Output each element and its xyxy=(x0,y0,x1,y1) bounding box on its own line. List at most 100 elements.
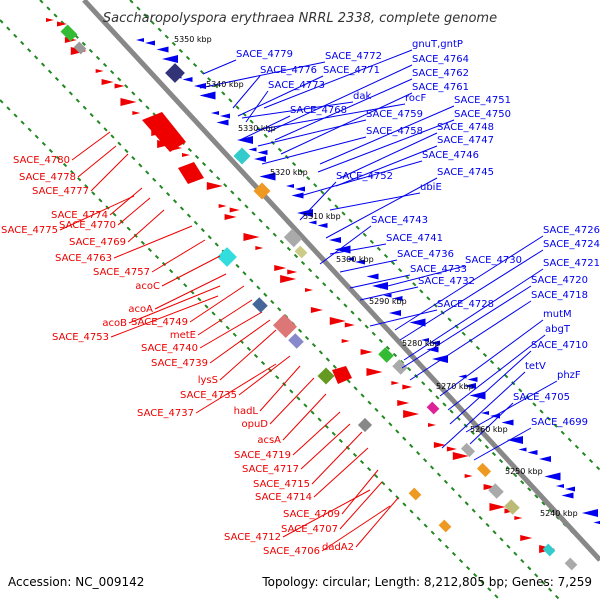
right-label-line xyxy=(237,75,324,117)
reverse-gene-arrow xyxy=(556,484,564,488)
gene-label-right: phzF xyxy=(557,370,581,381)
right-label-line xyxy=(232,75,261,109)
gene-label-left: SACE_4749 xyxy=(131,317,188,328)
right-label-line xyxy=(241,101,354,119)
reverse-gene-arrow xyxy=(291,192,304,199)
right-label-line xyxy=(399,249,544,341)
gene-label-left: SACE_4780 xyxy=(13,155,70,166)
forward-gene-arrow xyxy=(142,112,186,152)
left-label-line xyxy=(199,311,263,349)
right-label-line xyxy=(261,136,367,165)
reverse-gene-arrow xyxy=(389,310,401,316)
reverse-gene-arrow xyxy=(565,486,575,492)
kbp-tick-label: 5310 kbp xyxy=(303,212,341,221)
gene-block xyxy=(460,442,476,458)
reverse-gene-arrow xyxy=(409,318,426,327)
kbp-tick-label: 5300 kbp xyxy=(336,255,374,264)
gene-label-right: SACE_4776 xyxy=(260,65,317,76)
gene-label-right: gnuT,gntP xyxy=(412,39,463,50)
gene-block xyxy=(60,24,78,42)
reverse-gene-arrow xyxy=(355,259,365,265)
forward-gene-arrow xyxy=(402,384,413,390)
kbp-tick-label: 5320 kbp xyxy=(270,168,308,177)
left-label-line xyxy=(300,423,351,470)
kbp-tick-label: 5350 kbp xyxy=(174,35,212,44)
reverse-gene-arrow xyxy=(392,296,403,301)
forward-gene-arrow xyxy=(274,265,287,271)
gene-label-right: SACE_4705 xyxy=(513,392,570,403)
gene-label-left: SACE_4735 xyxy=(180,390,237,401)
forward-gene-arrow xyxy=(310,307,323,313)
right-label-line xyxy=(329,243,387,255)
gene-label-left: SACE_4740 xyxy=(141,343,198,354)
forward-gene-arrow xyxy=(344,322,355,328)
left-label-line xyxy=(71,131,111,161)
gene-block xyxy=(357,417,373,433)
gene-label-left: SACE_4719 xyxy=(234,450,291,461)
reverse-gene-arrow xyxy=(518,447,527,452)
forward-gene-arrow xyxy=(255,246,264,250)
right-label-line xyxy=(317,119,455,173)
gene-block xyxy=(253,182,271,200)
right-label-line xyxy=(403,268,544,361)
left-label-line xyxy=(341,469,379,515)
left-label-line xyxy=(127,209,165,243)
gene-label-right: SACE_4768 xyxy=(290,105,347,116)
right-label-line xyxy=(409,300,532,381)
gene-label-left: SACE_4770 xyxy=(59,220,116,231)
right-label-line xyxy=(319,105,455,165)
reverse-gene-arrow xyxy=(593,520,600,525)
right-labels: SACE_4779 SACE_4772 gnuT,gntP SACE_4776 SACE… xyxy=(236,39,600,428)
forward-gene-arrow xyxy=(464,474,473,478)
forward-gene-arrow xyxy=(46,18,54,22)
left-label-line xyxy=(151,239,206,273)
kbp-tick-label: 5290 kbp xyxy=(369,297,407,306)
forward-gene-arrow xyxy=(178,162,204,184)
gene-label-right: abgT xyxy=(545,324,571,335)
reverse-gene-arrow xyxy=(469,391,486,400)
left-label-line xyxy=(282,393,327,441)
gene-label-right: SACE_4743 xyxy=(371,215,428,226)
reverse-gene-arrow xyxy=(430,340,440,346)
forward-gene-arrow xyxy=(57,21,67,27)
left-label-line xyxy=(339,481,383,530)
gene-label-right: SACE_4771 xyxy=(323,65,380,76)
forward-gene-arrow xyxy=(329,317,346,325)
left-label-line xyxy=(59,195,135,231)
forward-gene-arrow xyxy=(206,182,223,190)
gene-block xyxy=(73,41,87,55)
gene-label-right: SACE_4724 xyxy=(543,239,600,250)
map-title: Saccharopolyspora erythraea NRRL 2338, c… xyxy=(103,11,497,26)
gene-label-left: acoC xyxy=(135,281,160,292)
left-label-line xyxy=(113,225,193,259)
gene-label-right: SACE_4779 xyxy=(236,49,293,60)
forward-gene-arrow xyxy=(101,79,114,85)
gene-label-right: SACE_4730 xyxy=(465,255,522,266)
left-label-line xyxy=(154,273,227,310)
gene-label-right: SACE_4732 xyxy=(418,276,475,287)
left-label-line xyxy=(209,319,271,364)
gene-label-left: acoA xyxy=(128,304,153,315)
gene-label-right: rocF xyxy=(405,93,427,104)
left-label-line xyxy=(269,377,315,425)
forward-gene-arrow xyxy=(360,349,373,355)
gene-label-left: acoB xyxy=(102,318,127,329)
left-labels: SACE_4780SACE_4778SACE_4777SACE_4774SACE… xyxy=(1,155,354,557)
inner-dotted-track xyxy=(0,19,561,600)
gene-block xyxy=(564,557,578,571)
gene-label-right: SACE_4718 xyxy=(531,290,588,301)
reverse-gene-arrow xyxy=(248,147,257,152)
reverse-gene-arrow xyxy=(426,346,439,353)
left-label-line xyxy=(313,447,369,498)
gene-label-right: SACE_4764 xyxy=(412,54,469,65)
gene-label-right: ubiE xyxy=(420,182,442,193)
gene-label-right: SACE_4759 xyxy=(366,109,423,120)
reverse-gene-arrow xyxy=(329,237,341,243)
gene-label-left: SACE_4706 xyxy=(263,546,320,557)
reverse-gene-arrow xyxy=(383,293,392,298)
reverse-gene-arrow xyxy=(308,220,317,225)
gene-label-right: SACE_4751 xyxy=(454,95,511,106)
gene-label-left: hadL xyxy=(234,406,259,417)
gene-block xyxy=(488,483,504,499)
